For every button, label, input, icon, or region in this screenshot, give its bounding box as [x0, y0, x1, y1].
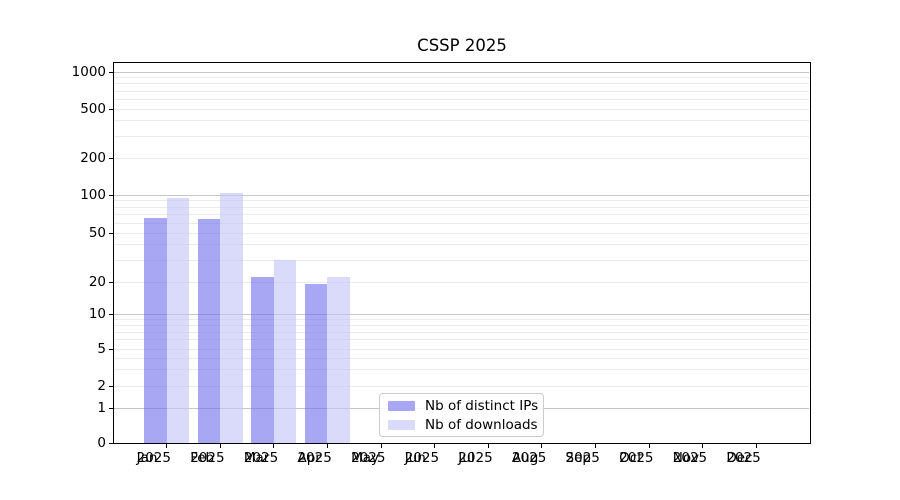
bar-nb-of-distinct-ips-feb — [197, 218, 221, 443]
gridline-major — [114, 71, 809, 73]
x-tick — [755, 444, 757, 448]
y-tick — [109, 407, 113, 409]
x-tick — [595, 444, 597, 448]
gridline-minor — [114, 369, 809, 371]
gridline-minor — [114, 83, 809, 85]
gridline-minor — [114, 325, 809, 327]
y-tick-label: 0 — [97, 434, 106, 451]
gridline-major — [114, 194, 809, 196]
y-tick-label: 200 — [80, 149, 106, 166]
bar-nb-of-distinct-ips-jan — [144, 217, 167, 443]
y-tick — [109, 385, 113, 387]
gridline-major — [114, 314, 809, 315]
bar-nb-of-downloads-apr — [327, 276, 350, 443]
x-tick — [702, 444, 704, 448]
gridline-minor — [114, 357, 809, 359]
gridline-minor — [114, 157, 809, 159]
y-tick — [109, 442, 113, 444]
legend-item-downloads: Nb of downloads — [388, 416, 538, 433]
gridline-minor — [114, 90, 809, 92]
legend-item-distinct-ips: Nb of distinct IPs — [388, 397, 539, 414]
gridline-minor — [114, 259, 809, 261]
gridline-minor — [114, 244, 809, 246]
y-tick-label: 2 — [97, 377, 106, 394]
bar-nb-of-distinct-ips-apr — [304, 284, 328, 443]
gridline-minor — [114, 331, 809, 333]
chart-title: CSSP 2025 — [417, 36, 507, 55]
bar-nb-of-downloads-mar — [273, 260, 297, 443]
y-tick — [109, 157, 113, 159]
y-tick — [109, 281, 113, 283]
gridline-minor — [114, 319, 809, 321]
y-tick — [109, 232, 113, 234]
x-tick — [219, 444, 221, 448]
gridline-minor — [114, 200, 809, 202]
x-tick — [541, 444, 543, 448]
y-tick-label: 100 — [80, 186, 106, 203]
gridline-minor — [114, 135, 809, 137]
y-tick — [109, 348, 113, 350]
bar-nb-of-downloads-jan — [166, 197, 190, 443]
y-tick — [109, 71, 113, 73]
legend-swatch-distinct-ips — [388, 400, 415, 411]
x-tick — [273, 444, 275, 448]
gridline-minor — [114, 385, 809, 387]
x-tick — [166, 444, 168, 448]
gridline-minor — [114, 348, 809, 350]
y-tick-label: 10 — [88, 306, 106, 322]
y-tick — [109, 194, 113, 196]
y-tick-label: 1000 — [71, 63, 106, 80]
y-tick — [109, 108, 113, 110]
gridline-minor — [114, 98, 809, 100]
x-tick — [648, 444, 650, 448]
gridline-minor — [114, 339, 809, 341]
y-tick — [109, 314, 113, 315]
y-tick-label: 500 — [80, 100, 106, 117]
x-tick — [487, 444, 489, 448]
gridline-minor — [114, 206, 809, 208]
y-tick-label: 1 — [97, 399, 106, 416]
bar-nb-of-distinct-ips-mar — [251, 276, 274, 443]
y-tick-label: 20 — [88, 273, 106, 290]
x-tick — [434, 444, 436, 448]
gridline-minor — [114, 222, 809, 224]
gridline-minor — [114, 281, 809, 283]
y-tick-label: 5 — [97, 340, 106, 357]
x-tick — [326, 444, 328, 448]
legend: Nb of distinct IPs Nb of downloads — [379, 393, 544, 437]
gridline-minor — [114, 120, 809, 122]
bar-nb-of-downloads-feb — [220, 192, 243, 443]
x-tick — [380, 444, 382, 448]
gridline-minor — [114, 108, 809, 110]
legend-swatch-downloads — [388, 419, 415, 430]
gridline-minor — [114, 214, 809, 216]
y-tick-label: 50 — [88, 224, 106, 241]
legend-label-downloads: Nb of downloads — [425, 416, 538, 433]
gridline-minor — [114, 232, 809, 234]
legend-label-distinct-ips: Nb of distinct IPs — [425, 397, 539, 414]
gridline-minor — [114, 77, 809, 79]
